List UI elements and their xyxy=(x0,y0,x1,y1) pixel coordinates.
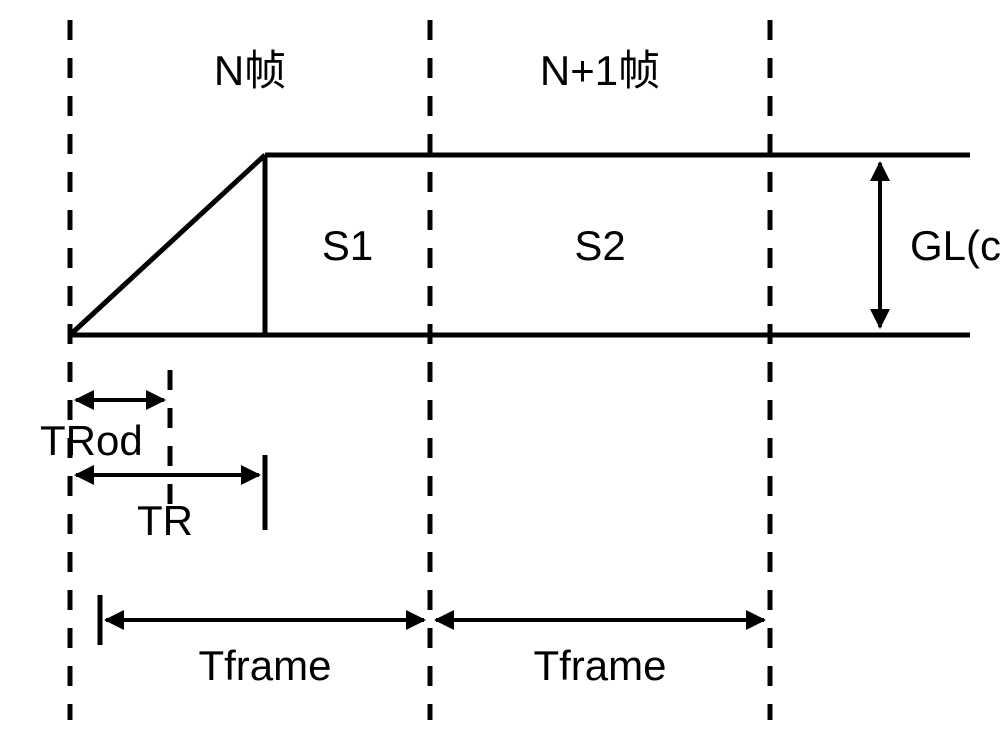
s1-label: S1 xyxy=(322,222,373,269)
n1-frame-label: N+1帧 xyxy=(540,47,660,94)
trod-label: TRod xyxy=(40,417,143,464)
n-frame-label: N帧 xyxy=(214,47,286,94)
tframe1-label: Tframe xyxy=(198,642,331,689)
s2-label: S2 xyxy=(574,222,625,269)
tr-label: TR xyxy=(137,497,193,544)
gl-label: GL(cd) xyxy=(910,222,1000,269)
tframe2-label: Tframe xyxy=(533,642,666,689)
ramp-line xyxy=(70,155,265,335)
